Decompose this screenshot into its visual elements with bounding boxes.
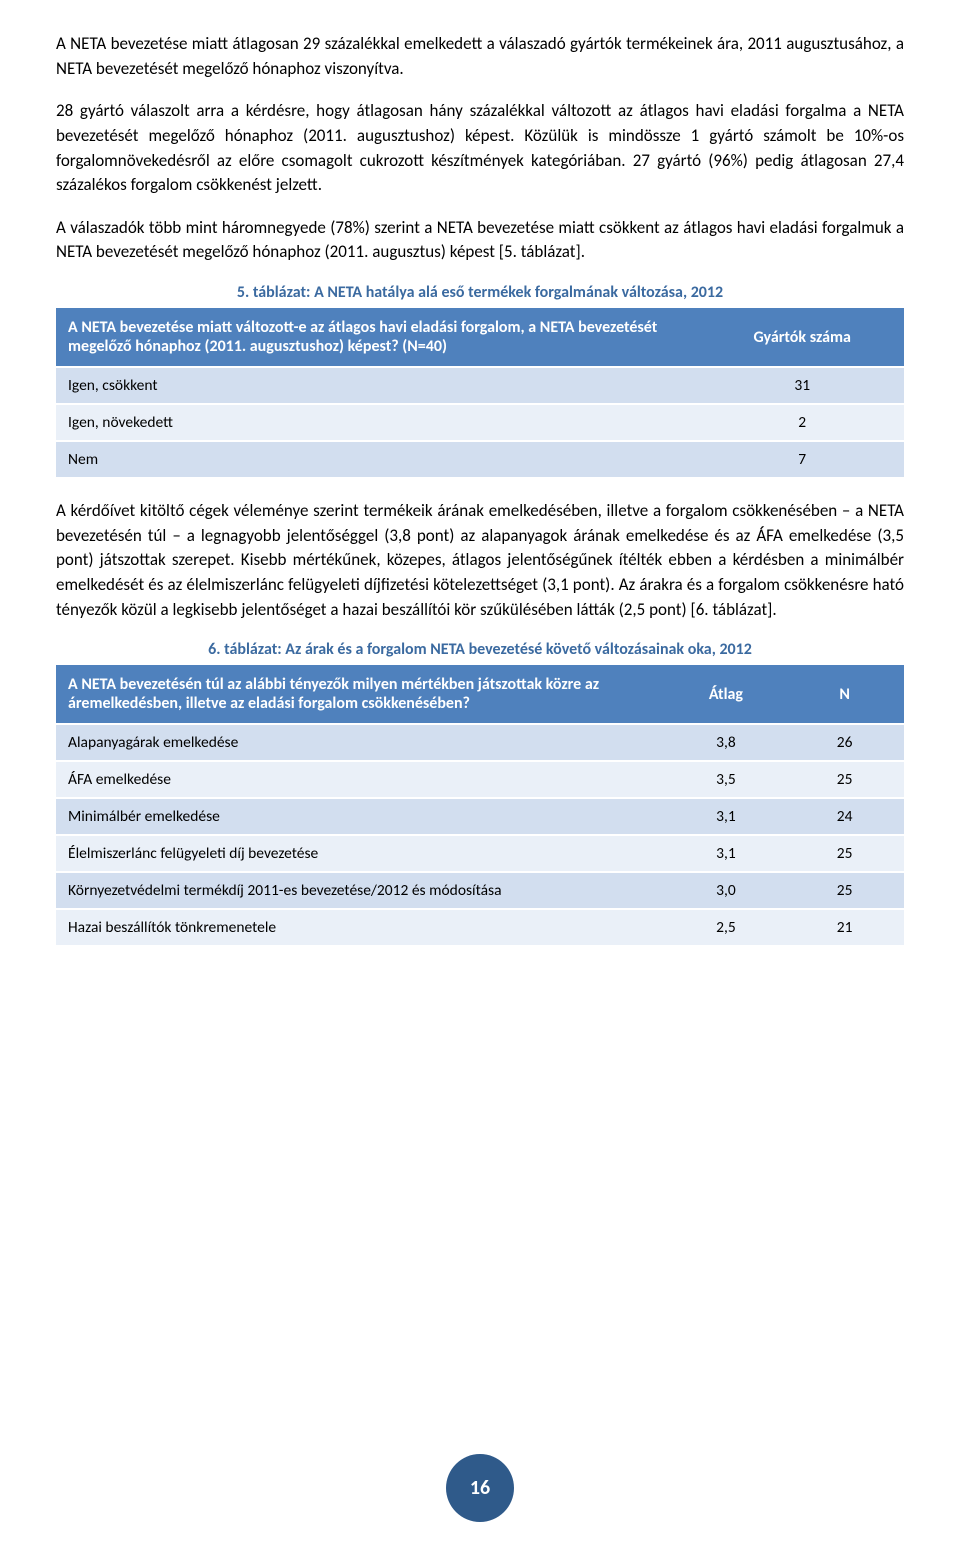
table5-caption: 5. táblázat: A NETA hatálya alá eső term… xyxy=(56,283,904,302)
table6: A NETA bevezetésén túl az alábbi tényező… xyxy=(56,665,904,947)
table6-row-label: Minimálbér emelkedése xyxy=(56,798,667,835)
table6-row-avg: 3,0 xyxy=(667,872,786,909)
table5-row-label: Igen, növekedett xyxy=(56,404,700,441)
table6-row-avg: 3,5 xyxy=(667,761,786,798)
table6-row-label: ÁFA emelkedése xyxy=(56,761,667,798)
table6-row-avg: 2,5 xyxy=(667,909,786,946)
table6-row-n: 24 xyxy=(785,798,904,835)
table-row: Környezetvédelmi termékdíj 2011-es bevez… xyxy=(56,872,904,909)
table6-header-col2: Átlag xyxy=(667,665,786,724)
table6-row-n: 25 xyxy=(785,761,904,798)
paragraph-1: A NETA bevezetése miatt átlagosan 29 szá… xyxy=(56,32,904,81)
table-row: Élelmiszerlánc felügyeleti díj bevezetés… xyxy=(56,835,904,872)
table5: A NETA bevezetése miatt változott-e az á… xyxy=(56,308,904,479)
page-number: 16 xyxy=(470,1476,490,1500)
paragraph-4: A kérdőívet kitöltő cégek véleménye szer… xyxy=(56,499,904,622)
table5-header-question: A NETA bevezetése miatt változott-e az á… xyxy=(56,308,700,367)
table6-row-n: 26 xyxy=(785,724,904,761)
table5-row-label: Igen, csökkent xyxy=(56,367,700,404)
table6-row-avg: 3,8 xyxy=(667,724,786,761)
table6-row-label: Élelmiszerlánc felügyeleti díj bevezetés… xyxy=(56,835,667,872)
table-row: Minimálbér emelkedése3,124 xyxy=(56,798,904,835)
table5-row-label: Nem xyxy=(56,441,700,478)
table-row: ÁFA emelkedése3,525 xyxy=(56,761,904,798)
table-row: Hazai beszállítók tönkremenetele2,521 xyxy=(56,909,904,946)
table6-header-col3: N xyxy=(785,665,904,724)
table-row: Igen, csökkent31 xyxy=(56,367,904,404)
table-row: Igen, növekedett2 xyxy=(56,404,904,441)
table-row: Alapanyagárak emelkedése3,826 xyxy=(56,724,904,761)
table5-row-value: 7 xyxy=(700,441,904,478)
table6-row-avg: 3,1 xyxy=(667,798,786,835)
table5-header-col2: Gyártók száma xyxy=(700,308,904,367)
table6-row-avg: 3,1 xyxy=(667,835,786,872)
table6-row-label: Környezetvédelmi termékdíj 2011-es bevez… xyxy=(56,872,667,909)
table6-caption: 6. táblázat: Az árak és a forgalom NETA … xyxy=(56,640,904,659)
table6-row-n: 25 xyxy=(785,835,904,872)
table6-header-question: A NETA bevezetésén túl az alábbi tényező… xyxy=(56,665,667,724)
page-number-badge: 16 xyxy=(446,1454,514,1522)
table6-row-label: Hazai beszállítók tönkremenetele xyxy=(56,909,667,946)
table5-row-value: 31 xyxy=(700,367,904,404)
table-row: Nem7 xyxy=(56,441,904,478)
paragraph-3: A válaszadók több mint háromnegyede (78%… xyxy=(56,216,904,265)
table5-row-value: 2 xyxy=(700,404,904,441)
table6-row-n: 25 xyxy=(785,872,904,909)
paragraph-2: 28 gyártó válaszolt arra a kérdésre, hog… xyxy=(56,99,904,198)
table6-row-label: Alapanyagárak emelkedése xyxy=(56,724,667,761)
table6-row-n: 21 xyxy=(785,909,904,946)
